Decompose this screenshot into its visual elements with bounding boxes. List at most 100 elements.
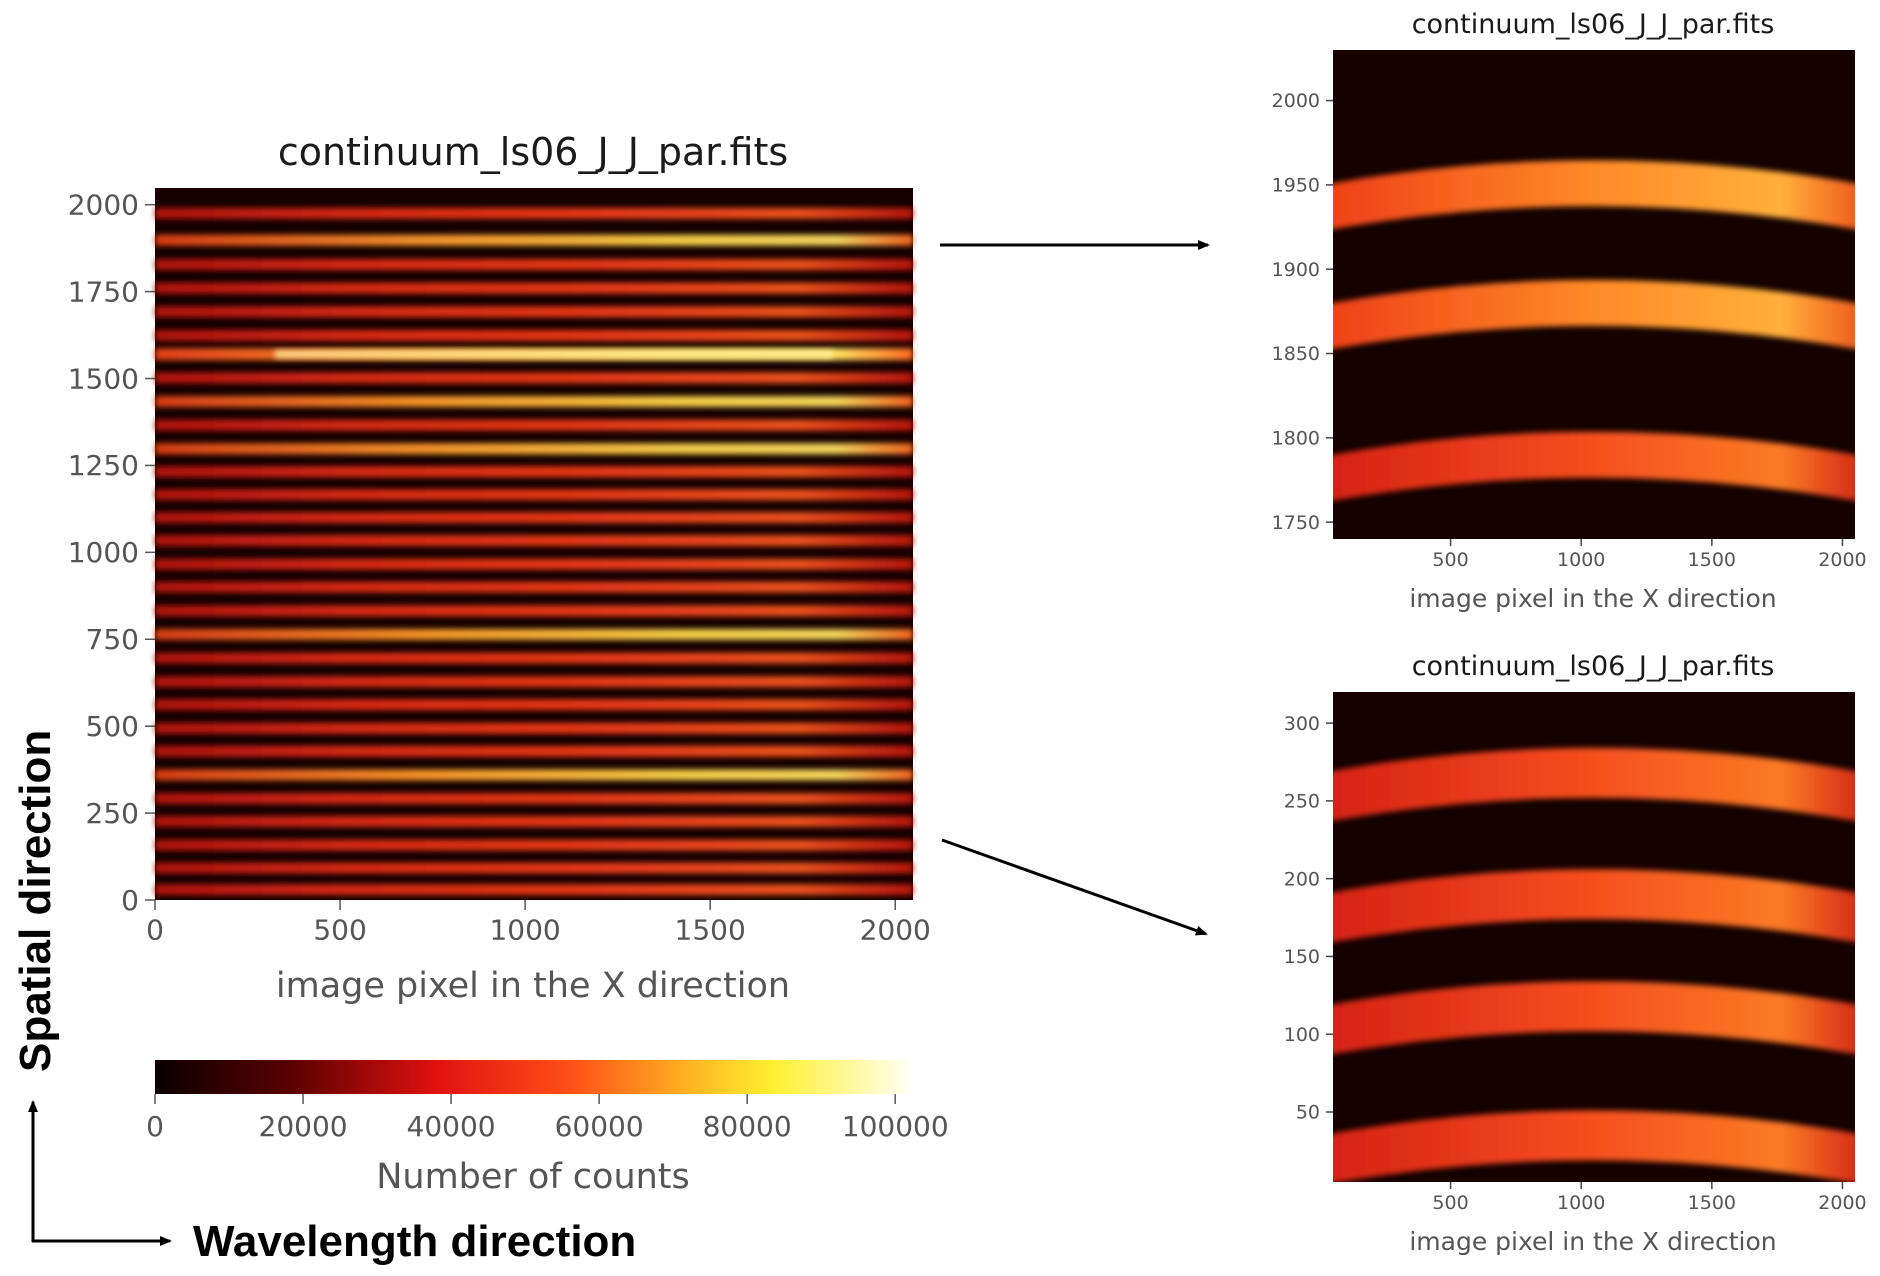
spectral-stripe: [155, 535, 913, 547]
colorbar-tick-label: 80000: [703, 1110, 792, 1143]
x-tick-label: 1500: [675, 913, 746, 946]
zoom-bottom-y-axis: 50 100 150 200 250 300: [1284, 713, 1333, 1124]
zoom-spectral-stripe: [1333, 431, 1855, 501]
y-tick-label: 1750: [68, 275, 139, 308]
zoom-bottom-stripes-layer: [1333, 747, 1855, 1182]
colorbar-tick-label: 60000: [555, 1110, 644, 1143]
zoom-spectral-stripe: [1333, 869, 1855, 943]
y-tick-label: 1900: [1272, 259, 1320, 281]
spectral-stripe: [155, 628, 913, 640]
x-tick-label: 1000: [489, 913, 560, 946]
spectral-stripe: [155, 258, 913, 270]
colorbar-label: Number of counts: [376, 1157, 690, 1197]
spectral-stripe: [155, 372, 913, 384]
colorbar: 0 20000 40000 60000 80000 100000 Number of co…: [146, 1060, 949, 1197]
colorbar-tick-label: 20000: [259, 1110, 348, 1143]
spectral-stripe: [155, 558, 913, 570]
spectral-stripe: [155, 884, 913, 896]
zoom-bottom-panel: continuum_ls06_J_J_par.fits 50 100 150 200 2…: [1284, 651, 1867, 1256]
zoom-bottom-arrow: [941, 838, 1208, 936]
y-tick-label: 1850: [1272, 343, 1320, 365]
y-tick-label: 250: [1284, 791, 1320, 813]
peak-stripe-core: [275, 350, 833, 359]
y-tick-label: 2000: [1272, 90, 1320, 112]
zoom-top-panel: continuum_ls06_J_J_par.fits 1750 1800 1850…: [1272, 9, 1867, 613]
direction-indicator: Spatial direction Wavelength direction: [11, 730, 636, 1266]
x-tick-label: 500: [1432, 549, 1468, 571]
main-y-axis: 0 250 500 750 1000 1250 1500 1750 2000: [68, 188, 155, 917]
zoom-bottom-title: continuum_ls06_J_J_par.fits: [1412, 651, 1775, 682]
y-tick-label: 1800: [1272, 427, 1320, 449]
wavelength-direction-label: Wavelength direction: [193, 1217, 636, 1266]
main-title: continuum_ls06_J_J_par.fits: [278, 130, 788, 174]
main-x-axis: 0 500 1000 1500 2000: [146, 900, 931, 946]
spectral-stripe: [155, 395, 913, 407]
y-tick-label: 1500: [68, 362, 139, 395]
zoom-top-x-axis: 500 1000 1500 2000: [1432, 539, 1867, 571]
y-tick-label: 750: [86, 623, 139, 656]
y-tick-label: 200: [1284, 868, 1320, 890]
x-tick-label: 1500: [1688, 1192, 1736, 1214]
spectral-stripe: [155, 581, 913, 593]
spectral-stripe: [155, 745, 913, 757]
spectral-stripe: [155, 839, 913, 851]
main-image: [155, 188, 913, 900]
colorbar-tick-label: 100000: [842, 1110, 949, 1143]
colorbar-axis: 0 20000 40000 60000 80000 100000: [146, 1094, 949, 1143]
y-tick-label: 250: [86, 797, 139, 830]
zoom-top-y-axis: 1750 1800 1850 1900 1950 2000: [1272, 90, 1333, 534]
zoom-spectral-stripe: [1333, 279, 1855, 349]
spectral-stripe: [155, 466, 913, 478]
x-tick-label: 500: [1432, 1192, 1468, 1214]
spectral-stripe: [155, 722, 913, 734]
x-tick-label: 2000: [1818, 549, 1866, 571]
x-tick-label: 1000: [1557, 1192, 1605, 1214]
zoom-bottom-x-axis: 500 1000 1500 2000: [1432, 1182, 1867, 1214]
x-tick-label: 500: [313, 913, 366, 946]
y-tick-label: 500: [86, 710, 139, 743]
spatial-direction-label: Spatial direction: [11, 730, 60, 1072]
zoom-bottom-x-axis-label: image pixel in the X direction: [1409, 1227, 1776, 1256]
y-tick-label: 300: [1284, 713, 1320, 735]
spectral-stripe: [155, 676, 913, 688]
y-tick-label: 1000: [68, 536, 139, 569]
zoom-top-x-axis-label: image pixel in the X direction: [1409, 584, 1776, 613]
spectral-stripe: [155, 282, 913, 294]
spectral-stripe: [155, 443, 913, 455]
colorbar-tick-label: 0: [146, 1110, 164, 1143]
zoom-top-title: continuum_ls06_J_J_par.fits: [1412, 9, 1775, 40]
spectral-stripe: [155, 234, 913, 246]
spectral-stripe: [155, 207, 913, 219]
colorbar-tick-label: 40000: [407, 1110, 496, 1143]
main-x-axis-label: image pixel in the X direction: [276, 966, 790, 1006]
spectral-stripe: [155, 652, 913, 664]
zoom-spectral-stripe: [1333, 160, 1855, 230]
main-stripes-layer: [155, 207, 913, 896]
y-tick-label: 1950: [1272, 175, 1320, 197]
y-tick-label: 0: [121, 884, 139, 917]
spectral-stripe: [155, 306, 913, 318]
spectral-stripe: [155, 419, 913, 431]
x-tick-label: 1000: [1557, 549, 1605, 571]
spectral-stripe: [155, 792, 913, 804]
spectral-stripe: [155, 862, 913, 874]
zoom-stripes-clip: [1333, 747, 1855, 1182]
spectral-stripe: [155, 329, 913, 341]
spectral-stripe: [155, 512, 913, 524]
spectral-stripe: [155, 815, 913, 827]
zoom-spectral-stripe: [1333, 981, 1855, 1055]
y-tick-label: 150: [1284, 946, 1320, 968]
colorbar-gradient: [155, 1060, 910, 1094]
x-tick-label: 2000: [1818, 1192, 1866, 1214]
spectral-stripe: [155, 699, 913, 711]
x-tick-label: 1500: [1688, 549, 1736, 571]
zoom-stripes-clip: [1333, 160, 1855, 501]
y-tick-label: 1750: [1272, 512, 1320, 534]
y-tick-label: 1250: [68, 449, 139, 482]
main-heatmap-panel: continuum_ls06_J_J_par.fits 0 250 500 750 10…: [68, 130, 931, 1006]
spectral-stripe: [155, 489, 913, 501]
spectral-stripe: [155, 605, 913, 617]
spectral-stripe: [155, 769, 913, 781]
y-tick-label: 2000: [68, 188, 139, 221]
